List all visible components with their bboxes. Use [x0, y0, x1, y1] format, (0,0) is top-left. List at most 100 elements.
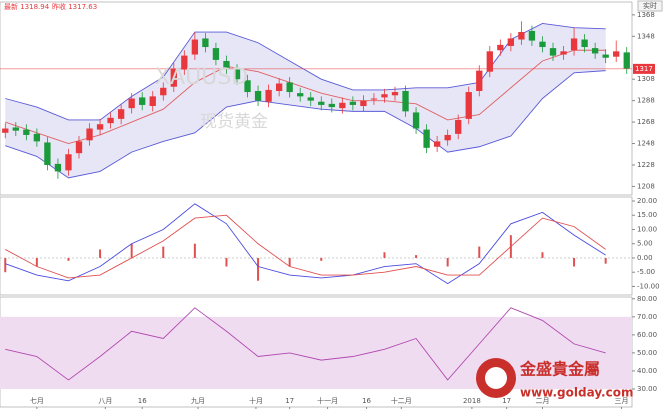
candle-body	[139, 97, 146, 105]
candle-body	[286, 82, 293, 93]
panel-frame	[0, 196, 633, 296]
y-tick-label: 1208	[637, 182, 655, 190]
candle-body	[202, 38, 209, 48]
candle-body	[107, 117, 114, 124]
candle-body	[23, 129, 30, 135]
candle-body	[160, 87, 167, 96]
candle-body	[349, 101, 357, 105]
candle-body	[75, 141, 83, 154]
candle-body	[455, 119, 462, 134]
latest-price: 最新 1318.94	[4, 2, 50, 11]
candle-body	[307, 97, 314, 101]
candle-body	[244, 80, 251, 93]
candle-body	[233, 69, 241, 80]
last-price-label: 1317	[635, 65, 653, 73]
y-tick-label: 0.00	[637, 254, 653, 262]
y-tick-label: 15.00	[637, 211, 657, 219]
series-line	[5, 22, 606, 121]
x-tick-label: 十月	[249, 396, 263, 405]
rsi-band	[0, 316, 632, 389]
x-tick-label: 16	[362, 397, 371, 405]
candle-body	[117, 109, 125, 119]
realtime-label[interactable]: 实时	[643, 1, 657, 10]
candle-body	[476, 70, 483, 91]
candle-body	[65, 154, 72, 171]
logo-url: www.golday.com	[520, 386, 633, 400]
candle-body	[275, 83, 283, 91]
candle-body	[128, 98, 135, 109]
candle-body	[444, 134, 451, 141]
candle-body	[581, 39, 588, 48]
candle-body	[497, 44, 504, 51]
bollinger-band	[5, 23, 606, 178]
x-tick-label: 17	[285, 397, 294, 405]
y-tick-label: -5.00	[637, 268, 655, 276]
candle-body	[486, 51, 493, 72]
y-tick-label: 40.00	[637, 367, 657, 375]
candle-body	[86, 128, 93, 141]
x-tick-label: 九月	[191, 396, 205, 405]
candle-body	[528, 30, 536, 41]
y-tick-label: 70.00	[637, 313, 657, 321]
candle-body	[412, 112, 420, 129]
y-tick-label: 5.00	[637, 240, 653, 248]
y-tick-label: 1268	[637, 118, 655, 126]
x-tick-label: 十一月	[317, 396, 338, 405]
candle-body	[360, 100, 367, 107]
series-line	[5, 49, 606, 145]
candle-body	[591, 48, 599, 54]
y-tick-label: 1228	[637, 161, 655, 169]
series-line	[5, 70, 606, 179]
candle-body	[623, 52, 630, 69]
y-tick-label: 1308	[637, 75, 655, 83]
watermark-symbol: XAUUSD	[155, 65, 248, 90]
candle-body	[54, 163, 62, 172]
y-tick-label: 20.00	[637, 197, 657, 205]
candle-body	[423, 129, 430, 148]
x-tick-label: 十二月	[391, 396, 412, 405]
y-tick-label: -10.00	[637, 282, 660, 290]
series-line	[5, 307, 606, 381]
candle-body	[297, 93, 304, 97]
candle-body	[149, 96, 156, 107]
realtime-button[interactable]	[637, 0, 663, 12]
candle-body	[402, 90, 409, 112]
y-tick-label: 60.00	[637, 331, 657, 339]
x-tick-label: 17	[502, 397, 511, 405]
candle-body	[539, 41, 546, 48]
candle-body	[602, 54, 609, 58]
y-tick-label: 1248	[637, 140, 655, 148]
candle-body	[339, 102, 346, 109]
series-line	[5, 203, 606, 285]
x-tick-label: 2018	[463, 397, 481, 405]
x-tick-label: 二月	[535, 397, 549, 405]
candle-body	[12, 127, 19, 131]
candle-body	[328, 103, 335, 108]
watermark-name: 现货黄金	[200, 112, 268, 132]
y-tick-label: 10.00	[637, 225, 657, 233]
candle-body	[381, 94, 388, 98]
y-tick-label: 80.00	[637, 295, 657, 303]
candle-body	[265, 89, 272, 102]
candle-body	[44, 142, 51, 165]
candle-body	[33, 133, 41, 142]
x-tick-label: 七月	[30, 396, 44, 405]
candle-body	[212, 48, 220, 60]
candle-body	[318, 101, 325, 105]
candle-body	[170, 68, 177, 87]
candle-body	[570, 38, 578, 51]
prev-close: 昨收 1317.63	[52, 2, 97, 11]
candle-body	[96, 124, 104, 130]
candle-body	[560, 51, 567, 55]
candle-body	[391, 92, 399, 96]
y-tick-label: 1368	[637, 11, 655, 19]
candle-body	[2, 128, 9, 133]
last-price-box	[633, 63, 655, 74]
y-tick-label: 30.00	[637, 385, 657, 393]
x-tick-label: 三月	[614, 397, 628, 405]
candle-body	[465, 92, 472, 119]
logo-name: 金盛貴金屬	[519, 360, 600, 379]
candle-body	[191, 39, 199, 55]
